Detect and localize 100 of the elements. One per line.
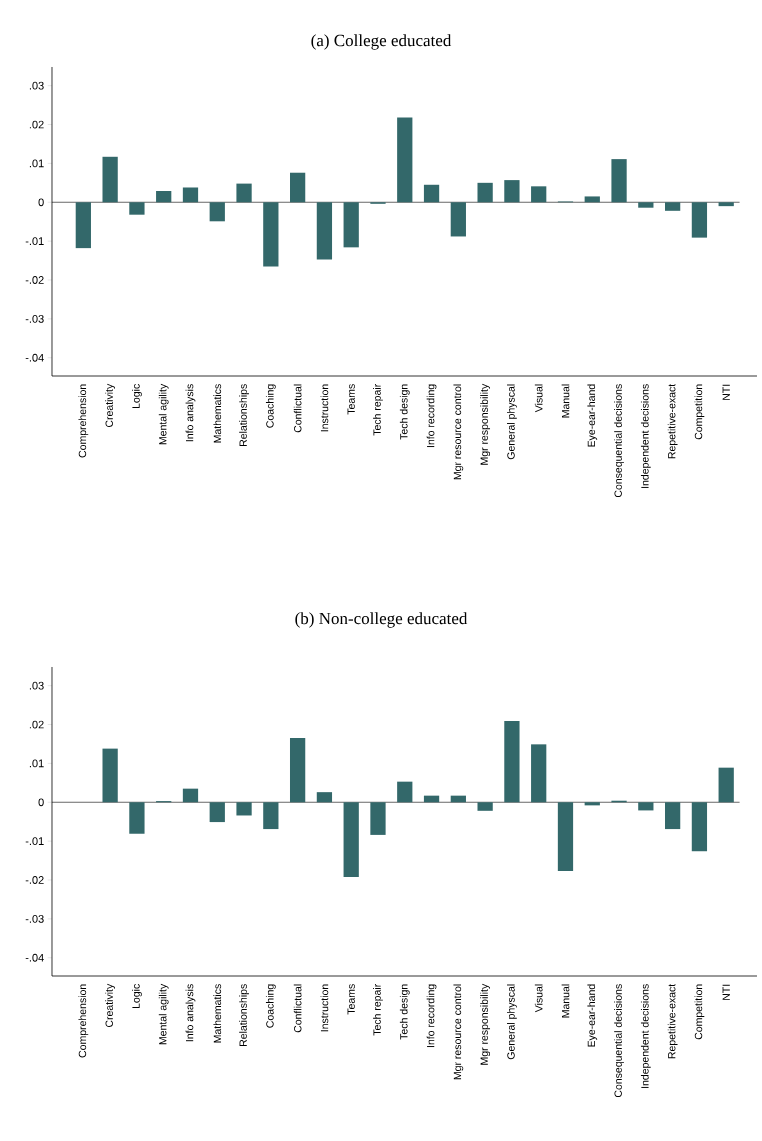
x-tick-label: Eye-ear-hand	[587, 384, 598, 447]
x-tick-label: Eye-ear-hand	[587, 984, 598, 1047]
bar	[397, 117, 413, 203]
bar	[718, 767, 734, 803]
x-tick-label: Creativity	[105, 983, 116, 1028]
bar	[182, 187, 199, 203]
x-tick-label: Independent decisions	[640, 984, 651, 1088]
x-tick-label: Mgr resource control	[453, 984, 464, 1080]
x-tick-label: Info analysis	[185, 984, 196, 1042]
x-tick-label: General physcal	[507, 384, 517, 460]
bar	[343, 202, 359, 248]
y-tick-label: .02	[29, 120, 44, 129]
x-tick-label: Conflictual	[293, 384, 302, 433]
x-tick-label: NTI	[722, 984, 730, 1000]
y-tick-label: -.02	[25, 276, 44, 284]
x-tick-label: Mental agility	[158, 983, 169, 1045]
bar	[316, 792, 333, 803]
y-tick-label: .01	[29, 159, 44, 168]
bar	[664, 802, 681, 830]
bar	[504, 721, 520, 803]
x-tick-label: Consequential decisions	[614, 384, 624, 498]
x-tick-label: Competition	[694, 984, 705, 1040]
x-tick-label: Repetitive-exact	[667, 983, 678, 1059]
x-tick-label: Mental agility	[158, 383, 169, 445]
bar	[156, 190, 172, 203]
x-tick-label: Tech repair	[373, 983, 383, 1036]
bar	[102, 156, 118, 203]
bar	[209, 202, 225, 222]
bar	[718, 202, 734, 207]
bar	[664, 202, 681, 211]
bar	[263, 202, 279, 267]
bar	[477, 182, 493, 203]
bar	[263, 802, 279, 830]
x-tick-label: Mathematics	[213, 984, 222, 1043]
x-tick-label: Tech design	[399, 984, 410, 1040]
x-tick-label: Coaching	[265, 384, 276, 428]
bar	[316, 202, 333, 260]
y-tick-label: -.03	[25, 914, 44, 923]
x-tick-label: Info analysis	[185, 384, 196, 442]
y-tick-label: -.01	[25, 237, 44, 246]
y-tick-label: 0	[38, 798, 44, 807]
bar	[423, 184, 440, 203]
bar	[129, 202, 145, 215]
y-tick-label: .03	[29, 81, 44, 90]
x-tick-label: Visual	[534, 984, 543, 1013]
bar	[477, 802, 493, 811]
x-tick-label: Info recording	[426, 384, 437, 448]
x-tick-label: Conflictual	[293, 984, 302, 1033]
bar	[557, 802, 574, 872]
x-tick-label: Competition	[694, 384, 705, 440]
bar	[236, 183, 252, 203]
x-tick-label: Teams	[347, 384, 355, 415]
bar	[504, 180, 520, 203]
bar	[691, 802, 708, 852]
y-tick-label: -.01	[25, 837, 44, 846]
x-tick-label: Creativity	[105, 383, 116, 428]
x-tick-label: Consequential decisions	[614, 984, 624, 1098]
x-tick-label: Info recording	[426, 984, 437, 1048]
bar	[397, 781, 413, 803]
x-tick-label: Tech repair	[373, 383, 383, 436]
x-tick-label: Manual	[561, 384, 570, 418]
bar	[584, 802, 600, 806]
bar	[531, 744, 547, 803]
bar	[343, 802, 359, 877]
bar	[289, 738, 306, 803]
bar	[638, 802, 654, 811]
y-tick-label: -.04	[25, 353, 44, 362]
bar	[370, 802, 386, 835]
x-tick-label: Mathematics	[213, 384, 222, 443]
bar	[611, 159, 627, 203]
x-tick-label: Manual	[561, 984, 570, 1018]
bar	[75, 202, 91, 249]
x-tick-label: Logic	[132, 984, 142, 1009]
bar	[236, 802, 252, 816]
x-tick-label: Visual	[534, 384, 543, 413]
bar	[638, 202, 654, 208]
y-tick-label: .02	[29, 720, 44, 729]
x-tick-label: Mgr responsibility	[480, 383, 491, 465]
x-tick-label: Mgr resource control	[453, 384, 464, 480]
y-tick-label: -.04	[25, 953, 44, 962]
bar	[531, 186, 547, 203]
x-tick-label: Independent decisions	[640, 384, 651, 488]
y-tick-label: 0	[38, 198, 44, 207]
y-tick-label: .01	[29, 759, 44, 768]
x-tick-label: Relationships	[239, 984, 249, 1046]
x-tick-label: Instruction	[320, 984, 329, 1032]
x-tick-label: NTI	[722, 384, 730, 400]
bar	[129, 802, 145, 834]
bar	[691, 202, 708, 238]
x-tick-label: Mgr responsibility	[480, 983, 491, 1065]
chart-title: (b) Non-college educated	[295, 612, 468, 628]
x-tick-label: Instruction	[320, 384, 329, 432]
x-tick-label: Teams	[347, 984, 355, 1015]
x-tick-label: Repetitive-exact	[667, 383, 678, 459]
x-tick-label: Comprehension	[78, 384, 89, 458]
x-tick-label: General physcal	[507, 984, 517, 1060]
y-tick-label: -.02	[25, 876, 44, 884]
bar	[584, 196, 600, 203]
bar	[450, 202, 466, 237]
x-tick-label: Comprehension	[78, 984, 89, 1058]
